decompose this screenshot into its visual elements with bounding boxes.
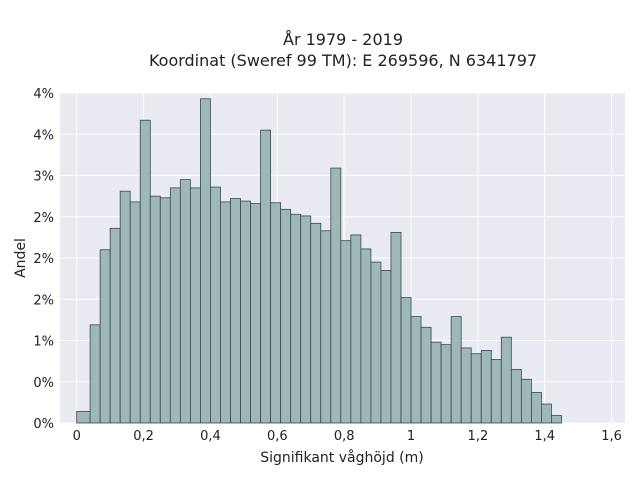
histogram-bar	[420, 326, 432, 424]
histogram-bar	[310, 222, 322, 424]
y-tick-label: 2%	[33, 211, 54, 226]
histogram-bar	[119, 190, 131, 424]
histogram-bar	[350, 234, 362, 424]
y-axis-label: Andel	[13, 238, 29, 278]
histogram-bars	[76, 98, 562, 424]
histogram-bar	[159, 197, 171, 424]
histogram-bar	[270, 202, 282, 424]
y-tick-label: 0%	[33, 376, 54, 391]
histogram-bar	[89, 324, 101, 424]
histogram-bar	[220, 201, 231, 424]
histogram-bar	[109, 227, 121, 424]
chart-title-line1: År 1979 - 2019	[283, 30, 403, 49]
histogram-bar	[320, 230, 332, 424]
x-tick-label: 0	[73, 429, 81, 444]
histogram-bar	[129, 201, 141, 424]
histogram-bar	[510, 368, 522, 424]
histogram-bar	[99, 249, 111, 424]
x-tick-label: 1,4	[534, 429, 555, 444]
x-tick-label: 1	[407, 429, 415, 444]
histogram-bar	[149, 195, 161, 424]
y-tick-label: 4%	[33, 128, 54, 143]
x-tick-label: 0,4	[200, 429, 221, 444]
histogram-bar	[551, 415, 562, 424]
histogram-bar	[480, 349, 492, 424]
y-tick-label: 2%	[33, 293, 54, 308]
histogram-bar	[400, 297, 412, 424]
histogram-bar	[500, 336, 512, 424]
y-tick-label: 3%	[33, 170, 54, 185]
histogram-bar	[290, 213, 302, 424]
y-tick-label: 2%	[33, 252, 54, 267]
histogram-bar	[360, 248, 372, 424]
histogram-bar	[541, 403, 552, 424]
histogram-bar	[410, 316, 422, 424]
x-tick-label: 0,8	[334, 429, 355, 444]
histogram-bar	[300, 215, 312, 424]
histogram-bar	[390, 232, 402, 424]
histogram-bar	[380, 269, 392, 424]
histogram-bar	[260, 129, 272, 424]
histogram-bar	[210, 186, 221, 424]
histogram-bar	[340, 240, 352, 424]
histogram-bar	[179, 179, 191, 424]
x-tick-label: 1,2	[468, 429, 489, 444]
x-axis-label: Signifikant våghöjd (m)	[260, 449, 423, 466]
histogram-bar	[280, 208, 292, 424]
histogram-bar	[189, 187, 201, 424]
chart-title-line2: Koordinat (Sweref 99 TM): E 269596, N 63…	[149, 51, 537, 70]
y-tick-label: 0%	[33, 417, 54, 432]
histogram-bar	[430, 341, 442, 424]
histogram-bar	[169, 187, 181, 424]
histogram-bar	[470, 353, 482, 424]
histogram-bar	[139, 119, 151, 424]
histogram-bar	[370, 261, 382, 424]
x-tick-labels: 0 0,2 0,4 0,6 0,8 1 1,2 1,4 1,6	[73, 429, 622, 444]
y-tick-label: 1%	[33, 335, 54, 350]
x-tick-label: 1,6	[601, 429, 622, 444]
histogram-bar	[530, 392, 542, 424]
histogram-bar	[250, 203, 261, 424]
histogram-bar	[520, 378, 532, 424]
y-tick-label: 4%	[33, 87, 54, 102]
histogram-bar	[490, 359, 502, 424]
x-tick-label: 0,6	[267, 429, 288, 444]
histogram-bar	[450, 316, 462, 424]
histogram-bar	[330, 167, 342, 424]
histogram-bar	[230, 198, 241, 424]
histogram-bar	[240, 200, 251, 424]
histogram-bar	[200, 98, 211, 424]
histogram-bar	[460, 347, 472, 424]
x-tick-label: 0,2	[133, 429, 154, 444]
histogram-bar	[440, 344, 452, 424]
histogram-bar	[76, 411, 91, 424]
y-tick-labels: 0% 0% 1% 2% 2% 2% 3% 4% 4%	[33, 87, 54, 432]
